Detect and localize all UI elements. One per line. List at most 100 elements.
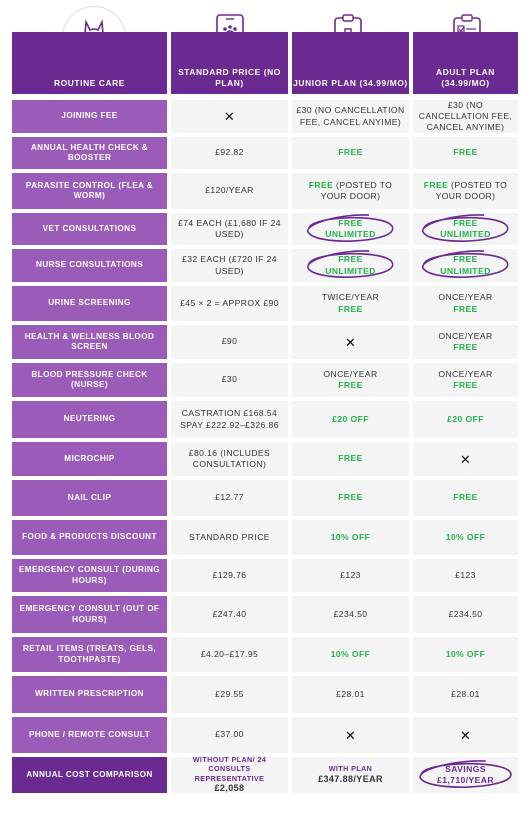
row-label: MICROCHIP — [12, 442, 167, 476]
cell-value-line1: FREE — [453, 217, 478, 228]
cell-junior: ✕ — [292, 325, 409, 359]
cell-value: 10% OFF — [330, 648, 371, 659]
cell-value-line1: ONCE/YEAR — [323, 368, 378, 379]
cell-standard: £32 EACH (£720 IF 24 USED) — [171, 249, 288, 282]
circled-value: FREE UNLIMITED — [307, 250, 394, 279]
row-label: EMERGENCY CONSULT (OUT OF HOURS) — [12, 596, 167, 633]
cell-value-highlight: FREE — [423, 179, 449, 190]
row-label: NURSE CONSULTATIONS — [12, 249, 167, 282]
cell-value: £29.55 — [215, 688, 244, 699]
cell-junior: FREE — [292, 442, 409, 476]
header-standard-price: STANDARD PRICE (NO PLAN) — [171, 32, 288, 94]
cell-junior: £234.50 — [292, 596, 409, 633]
cell-value-line1: ONCE/YEAR — [438, 292, 493, 303]
row-label: ANNUAL COST COMPARISON — [12, 757, 167, 793]
cell-value: £247.40 — [212, 608, 247, 619]
hand-drawn-circle-icon — [422, 250, 509, 279]
cell-standard: WITHOUT PLAN/ 24 CONSULTS REPRESENTATIVE… — [171, 755, 288, 793]
cell-standard: ✕ — [171, 100, 288, 133]
cell-adult: 10% OFF — [413, 520, 518, 555]
cross-icon: ✕ — [459, 727, 472, 743]
cell-value: FREE — [338, 492, 363, 503]
cell-standard: £37.00 — [171, 717, 288, 753]
row-label: PARASITE CONTROL (FLEA & WORM) — [12, 173, 167, 209]
cell-value-line2: FREE — [453, 380, 478, 390]
cell-value: £123 — [340, 569, 361, 580]
cell-value-line2: FREE — [338, 303, 363, 314]
hand-drawn-circle-icon — [419, 760, 512, 788]
cell-junior: £28.01 — [292, 676, 409, 713]
cell-standard: £80.16 (INCLUDES CONSULTATION) — [171, 442, 288, 476]
cell-value-line2: FREE — [338, 380, 363, 390]
circled-value: FREE UNLIMITED — [307, 214, 394, 242]
cell-adult: ONCE/YEAR FREE — [413, 325, 518, 359]
cell-standard: CASTRATION £168.54 SPAY £222.92–£326.86 — [171, 401, 288, 438]
cell-value-line2: FREE — [453, 342, 478, 352]
cell-value: FREE — [453, 492, 478, 503]
cell-value-line1: FREE — [338, 217, 363, 228]
cell-value: £129.76 — [212, 569, 247, 580]
cell-standard: £12.77 — [171, 480, 288, 516]
cell-value: £4.20–£17.95 — [200, 648, 259, 659]
cell-standard: £4.20–£17.95 — [171, 637, 288, 672]
cell-junior: FREE — [292, 480, 409, 516]
cell-junior: TWICE/YEAR FREE — [292, 286, 409, 321]
cell-value-line2: UNLIMITED — [440, 265, 491, 276]
header-routine-care: ROUTINE CARE — [12, 32, 167, 94]
cell-value: £123 — [455, 569, 476, 580]
cell-value-line2: UNLIMITED — [325, 265, 376, 276]
cell-value-line2: £1,710/YEAR — [437, 775, 494, 785]
cell-junior: FREE (POSTED TO YOUR DOOR) — [292, 173, 409, 209]
cell-value-line2: SPAY £222.92–£326.86 — [180, 419, 279, 430]
cell-value: £32 EACH (£720 IF 24 USED) — [182, 254, 277, 276]
cell-standard: STANDARD PRICE — [171, 520, 288, 555]
cell-value-line1: FREE — [338, 254, 363, 265]
cell-value: STANDARD PRICE — [189, 531, 270, 542]
cell-value-line1: ONCE/YEAR — [438, 330, 493, 341]
cell-junior: £20 OFF — [292, 401, 409, 438]
cell-standard: £92.82 — [171, 137, 288, 169]
cell-value: £28.01 — [336, 688, 365, 699]
cell-value: £80.16 (INCLUDES CONSULTATION) — [188, 447, 271, 469]
cell-value: £90 — [221, 336, 238, 347]
cell-value: £30 — [221, 374, 238, 385]
row-label: NEUTERING — [12, 401, 167, 438]
cell-standard: £29.55 — [171, 676, 288, 713]
cell-value: £30 (NO CANCELLATION FEE, CANCEL ANYIME) — [418, 99, 513, 133]
cell-adult: FREE — [413, 137, 518, 169]
cell-adult: £20 OFF — [413, 401, 518, 438]
hand-drawn-circle-icon — [307, 250, 394, 279]
cell-value-highlight: FREE — [308, 179, 334, 190]
cell-value: £28.01 — [451, 688, 480, 699]
cell-standard: £30 — [171, 363, 288, 397]
cell-adult: 10% OFF — [413, 637, 518, 672]
cell-junior: 10% OFF — [292, 637, 409, 672]
header-adult-plan: ADULT PLAN (34.99/MO) — [413, 32, 518, 94]
cell-adult: FREE (POSTED TO YOUR DOOR) — [413, 173, 518, 209]
cell-value: £20 OFF — [332, 413, 369, 424]
row-label: HEALTH & WELLNESS BLOOD SCREEN — [12, 325, 167, 359]
cross-icon: ✕ — [223, 109, 236, 124]
cell-value: £20 OFF — [447, 413, 484, 424]
cell-value: £45 × 2 = APPROX £90 — [180, 297, 279, 308]
row-label: PHONE / REMOTE CONSULT — [12, 717, 167, 753]
cell-adult: £28.01 — [413, 676, 518, 713]
cell-adult: SAVINGS £1,710/YEAR — [413, 757, 518, 793]
cell-value: 10% OFF — [445, 531, 486, 542]
cell-value: FREE — [338, 453, 363, 464]
row-label: BLOOD PRESSURE CHECK (NURSE) — [12, 363, 167, 397]
cell-standard: £74 EACH (£1,680 IF 24 USED) — [171, 213, 288, 245]
cell-standard: £45 × 2 = APPROX £90 — [171, 286, 288, 321]
row-label: ANNUAL HEALTH CHECK & BOOSTER — [12, 137, 167, 169]
cell-value: £234.50 — [333, 608, 368, 619]
cell-value-note: (POSTED TO YOUR DOOR) — [320, 179, 393, 201]
row-label: FOOD & PRODUCTS DISCOUNT — [12, 520, 167, 555]
cross-icon: ✕ — [344, 334, 357, 350]
cell-adult: £234.50 — [413, 596, 518, 633]
cell-value-line1: CASTRATION £168.54 — [181, 408, 278, 419]
cell-junior: £123 — [292, 559, 409, 592]
circled-value: SAVINGS £1,710/YEAR — [419, 760, 512, 788]
cell-standard: £90 — [171, 325, 288, 359]
cell-adult: ✕ — [413, 717, 518, 753]
cell-value: FREE — [453, 147, 478, 158]
